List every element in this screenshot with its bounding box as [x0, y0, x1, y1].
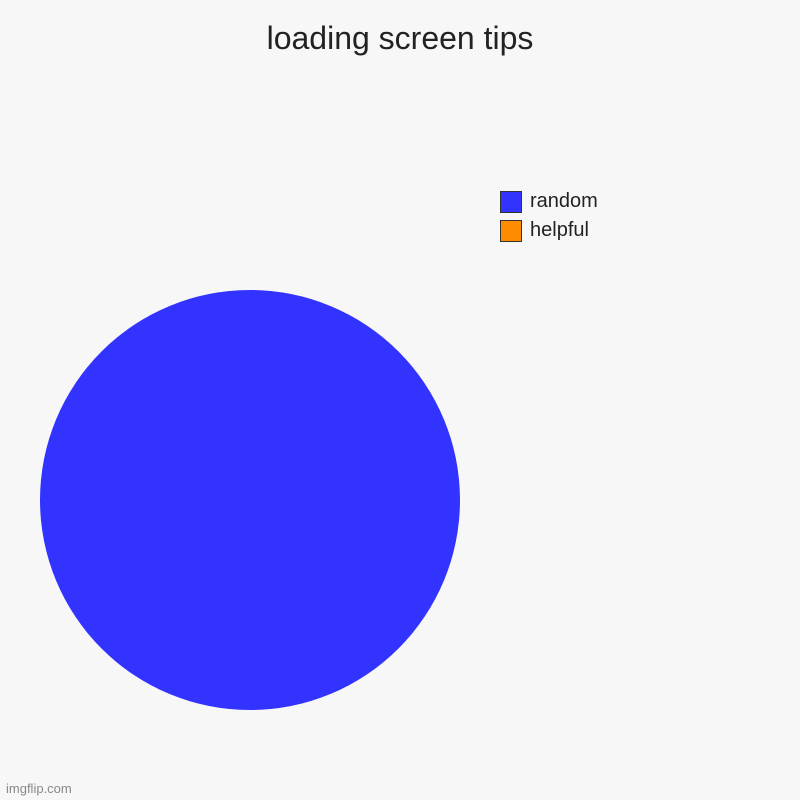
watermark-text: imgflip.com	[6, 781, 72, 796]
legend-label-random: random	[530, 190, 598, 213]
chart-legend: random helpful	[500, 190, 598, 248]
pie-chart	[40, 290, 460, 710]
legend-label-helpful: helpful	[530, 219, 589, 242]
legend-swatch-helpful	[500, 220, 522, 242]
legend-item-helpful: helpful	[500, 219, 598, 242]
legend-swatch-random	[500, 191, 522, 213]
chart-title: loading screen tips	[0, 0, 800, 57]
pie-slice-random	[40, 290, 460, 710]
legend-item-random: random	[500, 190, 598, 213]
